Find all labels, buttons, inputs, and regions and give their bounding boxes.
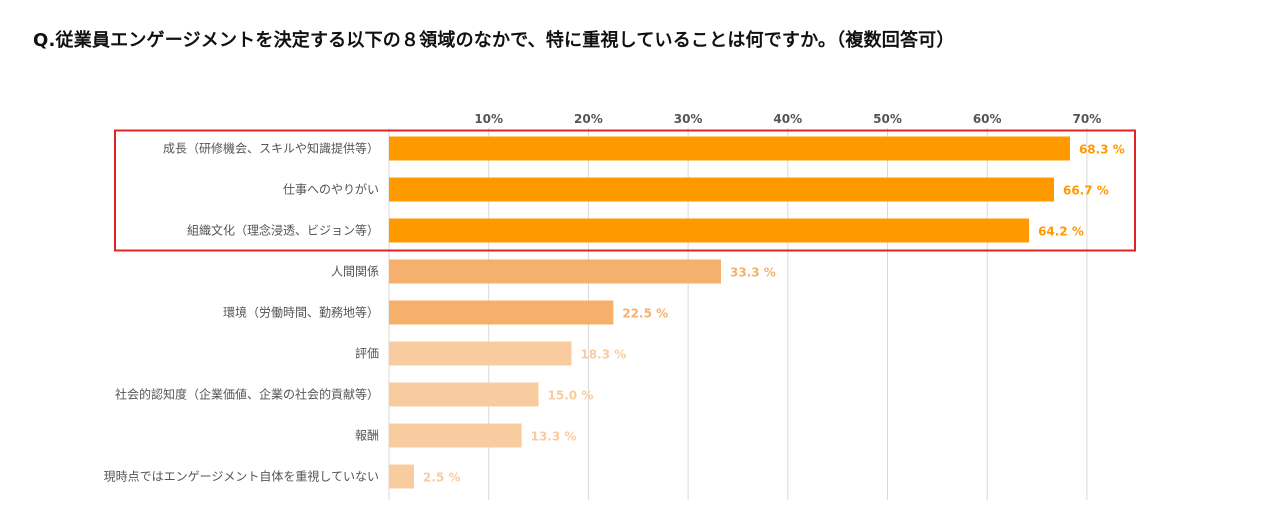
data-label: 18.3 %: [580, 348, 626, 362]
bar: [389, 423, 522, 448]
data-label: 13.3 %: [531, 430, 577, 444]
x-tick-label: 20%: [574, 112, 603, 126]
data-label: 66.7 %: [1063, 184, 1109, 198]
data-label: 15.0 %: [548, 389, 594, 403]
x-tick-label: 30%: [674, 112, 703, 126]
data-label: 64.2 %: [1038, 225, 1084, 239]
x-tick-label: 50%: [873, 112, 902, 126]
bars: [389, 136, 1070, 489]
category-label: 成長（研修機会、スキルや知識提供等）: [163, 141, 379, 156]
category-label: 社会的認知度（企業価値、企業の社会的貢献等）: [115, 387, 379, 402]
data-label: 2.5 %: [423, 471, 460, 485]
highlight-box: [114, 129, 1136, 252]
value-labels: 68.3 % 66.7 % 64.2 % 33.3 % 22.5 % 18.3 % 15.0…: [423, 143, 1125, 485]
data-label: 68.3 %: [1079, 143, 1125, 157]
bar: [389, 300, 614, 325]
x-tick-label: 60%: [973, 112, 1002, 126]
bar: [389, 218, 1030, 243]
data-label: 22.5 %: [622, 307, 668, 321]
category-label: 組織文化（理念浸透、ビジョン等）: [187, 223, 379, 238]
bar: [389, 341, 572, 366]
x-tick-label: 40%: [773, 112, 802, 126]
category-label: 環境（労働時間、勤務地等）: [223, 305, 379, 320]
x-tick-label: 10%: [474, 112, 503, 126]
category-label: 現時点ではエンゲージメント自体を重視していない: [104, 469, 379, 484]
category-label: 人間関係: [331, 265, 379, 279]
question-title: Q.従業員エンゲージメントを決定する以下の８領域のなかで、特に重視していることは…: [33, 30, 955, 51]
category-labels: 成長（研修機会、スキルや知識提供等） 仕事へのやりがい組織文化（理念浸透、ビジョン…: [104, 141, 379, 484]
bar: [389, 259, 722, 284]
bar: [389, 136, 1070, 161]
category-label: 評価: [355, 346, 379, 361]
category-label: 報酬: [355, 429, 379, 443]
category-label: 仕事へのやりがい: [283, 182, 379, 197]
bar: [389, 464, 414, 489]
x-axis-ticks: 10% 20% 30% 40% 50% 60% 70%: [474, 112, 1101, 126]
x-tick-label: 70%: [1073, 112, 1102, 126]
bar: [389, 177, 1054, 202]
bar: [389, 382, 539, 407]
data-label: 33.3 %: [730, 266, 776, 280]
